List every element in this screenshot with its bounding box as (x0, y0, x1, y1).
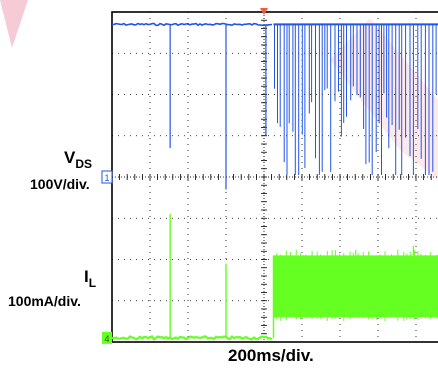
il-channel-marker (102, 331, 112, 344)
vds-label-name: V (64, 148, 76, 167)
il-label-name: I (84, 267, 89, 286)
vds-label-sub: DS (75, 157, 93, 171)
time-scale-label: 200ms/div. (228, 346, 314, 365)
il-label: IL (84, 267, 97, 290)
il-channel-marker-text: 4 (104, 334, 109, 344)
trigger-marker (260, 8, 268, 15)
vds-scale-label: 100V/div. (30, 176, 90, 192)
channel-markers: 14 (101, 170, 113, 344)
watermark-shape-left (0, 0, 28, 48)
vds-trace (111, 22, 273, 27)
vds-channel-marker-text: 1 (104, 173, 109, 183)
vds-label: VDS (64, 148, 93, 171)
il-trace (111, 334, 273, 341)
traces (111, 22, 438, 341)
il-label-sub: L (88, 276, 97, 290)
il-scale-label: 100mA/div. (8, 293, 81, 309)
vds-channel-marker (101, 170, 113, 184)
il-burst-band (273, 255, 438, 318)
